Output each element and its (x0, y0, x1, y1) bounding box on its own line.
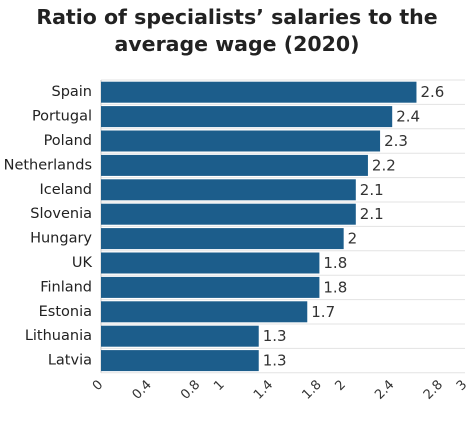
bar (101, 106, 393, 128)
value-label: 2 (348, 230, 358, 248)
value-labels: 2.62.42.32.22.12.121.81.81.71.31.3 (263, 83, 445, 369)
x-tick-label: 2 (333, 377, 349, 393)
value-label: 2.2 (372, 156, 396, 174)
bar (101, 228, 344, 250)
x-tick-label: 3 (454, 377, 470, 393)
value-label: 1.8 (323, 278, 347, 296)
value-label: 2.4 (396, 108, 420, 126)
category-label: Slovenia (30, 206, 92, 222)
category-label: Estonia (39, 304, 92, 320)
x-tick-label: 2.8 (421, 377, 446, 402)
bars (101, 81, 417, 372)
value-label: 2.6 (420, 83, 444, 101)
value-label: 2.1 (360, 205, 384, 223)
bar (101, 301, 308, 323)
category-label: Portugal (32, 109, 92, 125)
bar (101, 154, 368, 176)
category-label: Poland (44, 133, 92, 149)
bar (101, 179, 356, 201)
chart-title: Ratio of specialists’ salaries to the av… (36, 5, 438, 56)
x-tick-label: 2.4 (372, 377, 397, 402)
bar (101, 203, 356, 225)
value-label: 1.3 (263, 327, 287, 345)
bar (101, 350, 259, 372)
x-tick-labels: 0 0.4 0.8 1 1.4 1.8 2 2.4 2.8 3 (90, 377, 470, 402)
category-label: Spain (51, 84, 92, 100)
bar (101, 276, 320, 298)
bar (101, 252, 320, 274)
category-label: Iceland (40, 182, 92, 198)
x-tick-label: 0.4 (130, 377, 155, 402)
bar (101, 325, 259, 347)
category-label: Hungary (30, 231, 92, 247)
category-label: Netherlands (4, 157, 92, 173)
x-tick-label: 0.8 (178, 377, 203, 402)
category-label: Finland (40, 279, 92, 295)
category-labels: Spain Portugal Poland Netherlands Iceland Slo… (4, 84, 93, 368)
x-tick-label: 1 (211, 377, 227, 393)
x-tick-label: 0 (90, 377, 106, 393)
category-label: UK (72, 255, 93, 271)
category-label: Lithuania (25, 328, 92, 344)
value-label: 2.3 (384, 132, 408, 150)
value-label: 1.8 (323, 254, 347, 272)
value-label: 1.7 (311, 303, 335, 321)
x-tick-label: 1.8 (299, 377, 324, 402)
value-label: 1.3 (263, 352, 287, 370)
value-label: 2.1 (360, 181, 384, 199)
category-label: Latvia (48, 353, 92, 369)
bar (101, 81, 417, 103)
x-tick-label: 1.4 (251, 377, 276, 402)
grid-lines (100, 79, 465, 374)
bar (101, 130, 381, 152)
